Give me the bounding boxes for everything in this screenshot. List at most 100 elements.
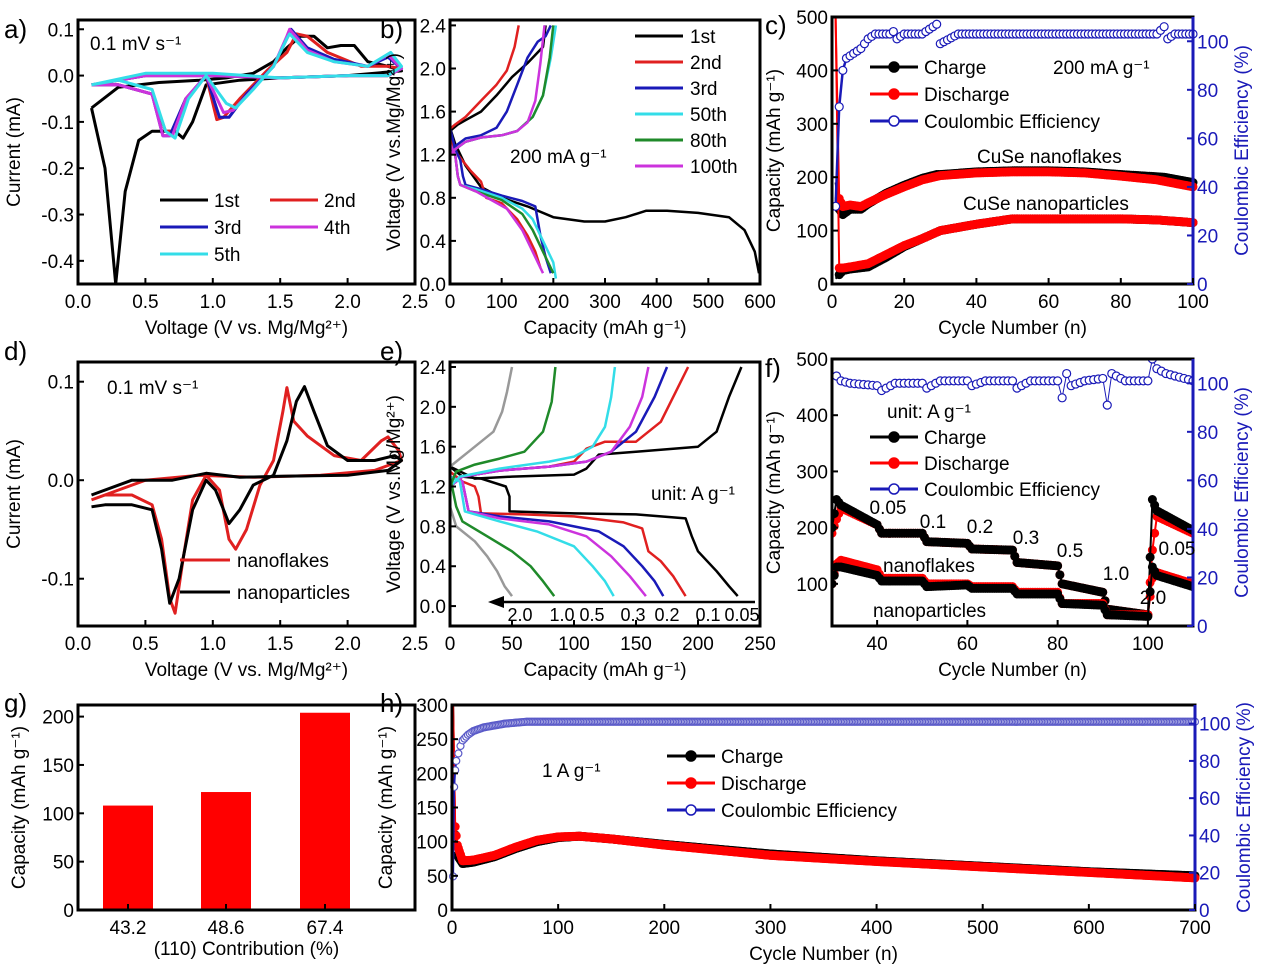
x-tick-label: 200 <box>648 918 680 939</box>
rate-label: 2.0 <box>507 605 532 625</box>
ce-marker <box>1102 400 1112 410</box>
ce-marker <box>932 19 942 29</box>
y-tick-label: 100 <box>416 833 448 854</box>
y-tick-label: 100 <box>796 575 828 596</box>
x-tick-label: 200 <box>537 292 569 313</box>
y2-tick-label: 80 <box>1199 752 1220 773</box>
x-axis-label: Voltage (V vs. Mg/Mg²⁺) <box>145 318 348 339</box>
rate-label: 0.05 <box>1159 539 1196 560</box>
x-tick-label: 500 <box>692 292 724 313</box>
legend-label: nanoparticles <box>237 583 350 604</box>
series-label-nanoparticles: CuSe nanoparticles <box>963 194 1129 215</box>
x-axis-label: Voltage (V vs. Mg/Mg²⁺) <box>145 660 348 681</box>
y-axis-label: Voltage (V vs.Mg/Mg²⁺) <box>384 395 405 593</box>
legend-label: 1st <box>690 27 716 48</box>
charge-curve-2nd <box>449 25 520 130</box>
capacity-marker <box>1055 570 1065 580</box>
y-tick-label: 0.1 <box>48 20 74 41</box>
x-tick-label: 60 <box>1038 292 1059 313</box>
legend-label: Charge <box>924 428 986 449</box>
x-tick-label: 100 <box>1132 634 1164 655</box>
charge-curve-0.1 <box>449 366 690 488</box>
x-tick-label: 100 <box>486 292 518 313</box>
x-tick-label: 500 <box>967 918 999 939</box>
x-tick-label: 40 <box>867 634 888 655</box>
ce-marker <box>888 26 898 37</box>
y-tick-label: 0.8 <box>420 189 446 210</box>
x-tick-label: 150 <box>620 634 652 655</box>
charts: 0.0 0.5 1.0 1.5 2.0 2.50.10.0-0.1-0.2-0.3-0.4… <box>4 8 1255 965</box>
x-tick-label: 100 <box>558 634 590 655</box>
current-density-annotation: 200 mA g⁻¹ <box>1053 58 1150 79</box>
legend-label: Coulombic Efficiency <box>924 112 1101 133</box>
x-tick-label: 1.0 <box>200 292 226 313</box>
panel-label-e: e) <box>380 336 403 366</box>
x-tick-label: 0.5 <box>132 634 158 655</box>
y-tick-label: 200 <box>42 708 74 729</box>
capacity-marker <box>1150 528 1160 538</box>
y-tick-label: 0 <box>437 901 448 922</box>
y-axis-label: Capacity (mAh g⁻¹) <box>376 726 397 889</box>
y-tick-label: 200 <box>796 519 828 540</box>
chart-d: 0.0 0.5 1.0 1.5 2.0 2.5 0.1 0.0 -0.1 Voltage (V v… <box>4 360 428 681</box>
discharge-curve-0.5 <box>449 475 615 597</box>
charge-curve-100th <box>449 25 546 156</box>
plot-frame <box>76 360 417 628</box>
y-tick-label: 100 <box>42 804 74 825</box>
legend-label: Coulombic Efficiency <box>924 480 1101 501</box>
x-axis-label: Capacity (mAh g⁻¹) <box>523 660 686 681</box>
rate-label: 0.05 <box>724 605 759 625</box>
y-tick-label: 1.6 <box>420 438 446 459</box>
y-tick-label: 500 <box>796 350 828 371</box>
legend-marker <box>888 457 900 469</box>
series-label-nanoparticles: nanoparticles <box>873 601 986 622</box>
y-axis-label: Current (mA) <box>4 439 25 549</box>
series-label-nanoflakes: nanoflakes <box>883 556 975 577</box>
y-axis-label: Voltage (V vs.Mg/Mg²⁺) <box>384 53 405 251</box>
rate-label: 0.2 <box>967 517 993 538</box>
rate-label: 0.5 <box>579 605 604 625</box>
y-tick-label: 1.6 <box>420 103 446 124</box>
current-density-annotation: 1 A g⁻¹ <box>542 761 601 782</box>
ce-marker <box>452 756 461 766</box>
legend-label: Discharge <box>924 454 1010 475</box>
discharge-curve-0.1 <box>449 470 687 597</box>
charge-curve-0.2 <box>449 366 669 488</box>
y-tick-label: 250 <box>416 730 448 751</box>
chart-a: 0.0 0.5 1.0 1.5 2.0 2.5 0.1 0.0 -0.1 -0.2 -0.3 -0.4… <box>4 18 428 339</box>
discharge-curve-1.0 <box>448 476 556 597</box>
plot-frame <box>448 360 762 628</box>
x-tick-label: 48.6 <box>208 918 245 939</box>
rate-label: 0.1 <box>695 605 720 625</box>
charge-curve-0.5 <box>449 366 617 488</box>
y-tick-label: 400 <box>796 61 828 82</box>
series-label-nanoflakes: CuSe nanoflakes <box>977 147 1122 168</box>
x-tick-label: 50 <box>501 634 522 655</box>
x-tick-label: 1.0 <box>200 634 226 655</box>
y-tick-label: 0.0 <box>48 471 74 492</box>
capacity-marker <box>832 570 839 580</box>
y2-tick-label: 80 <box>1197 423 1218 444</box>
unit-annotation: unit: A g⁻¹ <box>651 484 735 505</box>
ce-marker <box>1159 22 1169 32</box>
capacity-marker <box>1143 611 1153 621</box>
panel-label-f: f) <box>765 353 781 383</box>
chart-b: 0 100 200 300 400 500 600 0.0 0.4 0.8 1.2 1.6 2.0 2.4… <box>384 16 776 339</box>
y2-axis-label: Coulombic Efficiency (%) <box>1234 702 1255 913</box>
ce-marker <box>1007 376 1018 386</box>
y2-tick-label: 0 <box>1197 275 1208 296</box>
x-tick-label: 600 <box>1073 918 1105 939</box>
plot-frame <box>76 703 417 912</box>
capacity-marker <box>1145 587 1155 597</box>
y-tick-label: 200 <box>796 168 828 189</box>
bar <box>300 712 350 910</box>
legend-marker <box>685 804 697 816</box>
legend-label: 1st <box>214 191 240 212</box>
y-axis-label: Capacity (mAh g⁻¹) <box>764 411 785 574</box>
legend-label: 5th <box>214 245 240 266</box>
ce-marker <box>1062 368 1072 379</box>
discharge-curve-2.0 <box>448 506 514 597</box>
y-tick-label: 50 <box>427 867 448 888</box>
ce-line <box>452 760 458 877</box>
panel-label-g: g) <box>4 688 27 718</box>
